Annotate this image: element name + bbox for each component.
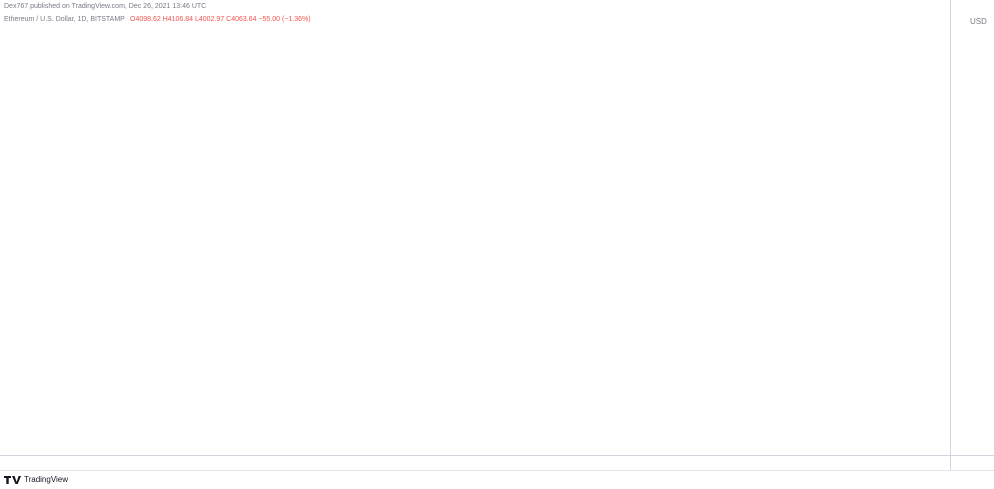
ohlc: O4098.62 H4106.84 L4002.97 C4063.64 −55.… (130, 16, 311, 23)
logo-mark (3, 476, 21, 484)
currency: USD (970, 17, 987, 26)
publisher: Dex767 published on TradingView.com, Dec… (4, 3, 206, 10)
symbol: Ethereum / U.S. Dollar, 1D, BITSTAMP (4, 16, 125, 23)
brand-logo (3, 476, 21, 484)
brand: TradingView (24, 475, 68, 484)
